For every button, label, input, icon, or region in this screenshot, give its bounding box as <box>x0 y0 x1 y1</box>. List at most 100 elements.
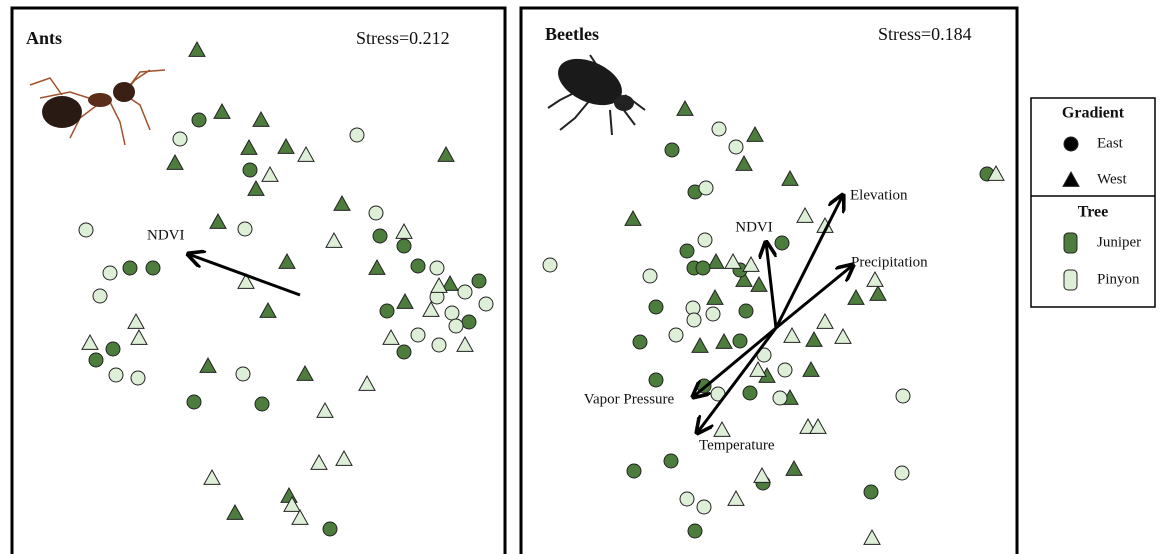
point <box>687 523 703 539</box>
point <box>894 465 910 481</box>
panel-title: Beetles <box>545 24 599 44</box>
point <box>349 127 365 143</box>
point <box>686 312 702 328</box>
point <box>310 453 328 470</box>
point <box>368 258 386 275</box>
point <box>254 396 270 412</box>
point <box>461 314 477 330</box>
point <box>188 40 206 57</box>
point <box>92 288 108 304</box>
legend-title: Tree <box>1078 204 1109 221</box>
vector-label: Elevation <box>850 187 908 203</box>
point <box>235 366 251 382</box>
legend-symbol <box>1063 136 1079 152</box>
point <box>237 272 255 289</box>
point <box>697 232 713 248</box>
point <box>895 388 911 404</box>
vector-label: Precipitation <box>851 254 928 270</box>
point <box>252 110 270 127</box>
beetle-image <box>547 54 646 136</box>
point <box>847 288 865 305</box>
point <box>724 252 742 269</box>
vector-arrow <box>188 254 301 297</box>
point <box>122 260 138 276</box>
point <box>105 341 121 357</box>
point <box>437 145 455 162</box>
point <box>396 344 412 360</box>
point <box>735 154 753 171</box>
vector-label: NDVI <box>735 219 773 235</box>
point <box>186 394 202 410</box>
point <box>316 401 334 418</box>
point <box>753 466 771 483</box>
point <box>772 390 788 406</box>
point <box>280 486 298 503</box>
point <box>471 273 487 289</box>
point <box>226 503 244 520</box>
point <box>802 360 820 377</box>
point <box>478 296 494 312</box>
point <box>441 274 459 291</box>
point <box>805 330 823 347</box>
point <box>81 333 99 350</box>
point <box>247 179 265 196</box>
panel-frame <box>10 6 507 554</box>
vector-label: Temperature <box>699 437 775 453</box>
point <box>242 162 258 178</box>
point <box>705 306 721 322</box>
legend-frame <box>1030 97 1156 308</box>
point <box>735 270 753 287</box>
point <box>816 312 834 329</box>
point <box>777 362 793 378</box>
point <box>749 360 767 377</box>
legend-label: Pinyon <box>1097 271 1140 287</box>
point <box>679 243 695 259</box>
point <box>834 327 852 344</box>
point <box>422 300 440 317</box>
point <box>199 356 217 373</box>
point <box>108 367 124 383</box>
ant-image <box>29 69 166 146</box>
point <box>130 328 148 345</box>
point <box>240 138 258 155</box>
point <box>732 333 748 349</box>
point <box>203 468 221 485</box>
point <box>706 288 724 305</box>
point <box>664 142 680 158</box>
point <box>396 238 412 254</box>
point <box>742 385 758 401</box>
legend-symbol <box>1062 170 1080 187</box>
point <box>866 270 884 287</box>
point <box>127 312 145 329</box>
point <box>278 252 296 269</box>
point <box>727 489 745 506</box>
stress-annotation: Stress=0.212 <box>356 28 450 48</box>
point <box>322 521 338 537</box>
point <box>209 212 227 229</box>
point <box>444 305 460 321</box>
point <box>695 260 711 276</box>
point <box>648 372 664 388</box>
point <box>746 125 764 142</box>
legend-swatch <box>1063 232 1078 254</box>
point <box>863 528 881 545</box>
stress-annotation: Stress=0.184 <box>878 24 972 44</box>
panel-title: Ants <box>26 28 62 48</box>
point <box>172 131 188 147</box>
vector-arrow <box>775 265 853 330</box>
point <box>410 327 426 343</box>
point <box>711 121 727 137</box>
point <box>261 165 279 182</box>
point <box>715 332 733 349</box>
point <box>676 99 694 116</box>
point <box>429 260 445 276</box>
point <box>707 252 725 269</box>
point <box>457 284 473 300</box>
point <box>448 318 464 334</box>
legend-label: Juniper <box>1097 234 1141 250</box>
point <box>728 139 744 155</box>
point <box>542 257 558 273</box>
point <box>291 508 309 525</box>
point <box>368 205 384 221</box>
point <box>691 336 709 353</box>
